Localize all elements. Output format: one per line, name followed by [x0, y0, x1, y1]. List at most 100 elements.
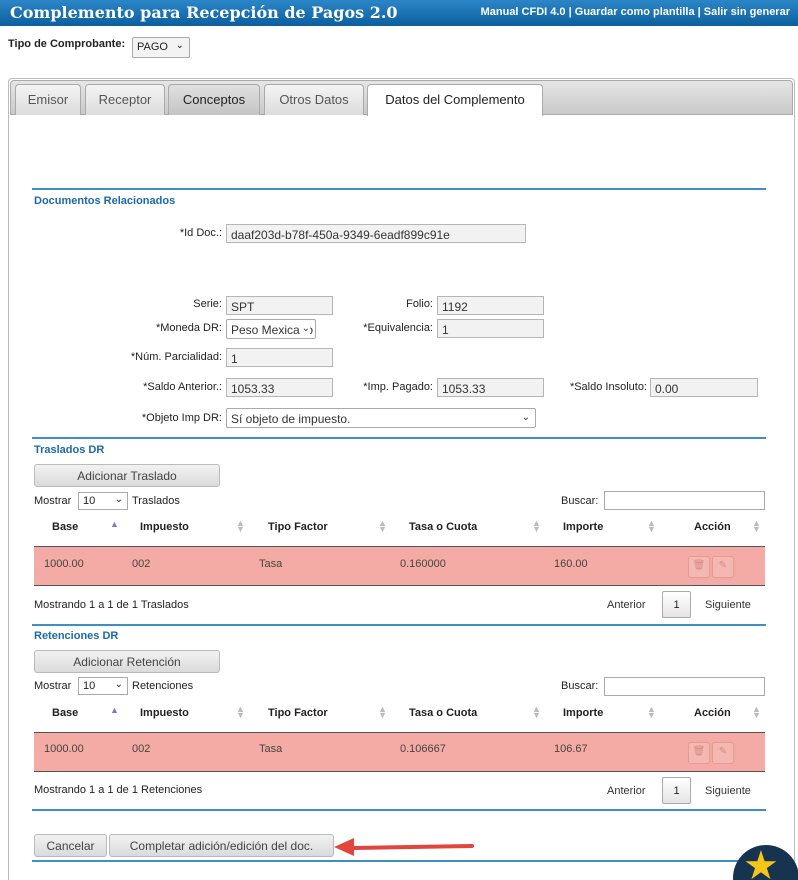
divider — [32, 860, 766, 862]
tab-emisor[interactable]: Emisor — [15, 84, 81, 115]
trash-icon[interactable]: 🗑 — [688, 556, 710, 578]
retenciones-length-select[interactable]: 10 ⌄ — [78, 677, 128, 695]
mostrar-label: Mostrar — [34, 495, 72, 507]
tab-datos-complemento[interactable]: Datos del Complemento — [367, 84, 543, 116]
moneda-select[interactable]: Peso Mexicano ⌄ — [226, 319, 316, 339]
moneda-value: Peso Mexicano — [231, 323, 314, 337]
tipo-label: Tipo de Comprobante: — [8, 38, 126, 50]
cancel-button[interactable]: Cancelar — [34, 834, 107, 857]
equivalencia-field[interactable]: 1 — [437, 319, 544, 338]
next-button[interactable]: Siguiente — [705, 785, 751, 797]
pencil-icon[interactable]: ✎ — [712, 556, 734, 578]
prev-button[interactable]: Anterior — [607, 785, 646, 797]
separator: | — [565, 6, 575, 18]
table-row: 1000.00 002 Tasa 0.160000 160.00 🗑 ✎ — [34, 546, 765, 586]
serie-field[interactable]: SPT — [226, 296, 333, 315]
chevron-down-icon: ⌄ — [519, 412, 530, 423]
retenciones-section-title: Retenciones DR — [34, 630, 119, 642]
parcialidad-label: *Núm. Parcialidad: — [130, 351, 222, 363]
add-traslado-button[interactable]: Adicionar Traslado — [34, 464, 220, 487]
objeto-imp-select[interactable]: Sí objeto de impuesto. ⌄ — [226, 408, 536, 428]
tab-conceptos[interactable]: Conceptos — [168, 84, 260, 115]
retenciones-suffix: Retenciones — [132, 680, 194, 692]
save-template-link[interactable]: Guardar como plantilla — [574, 6, 695, 18]
next-button[interactable]: Siguiente — [705, 599, 751, 611]
tab-otros-datos[interactable]: Otros Datos — [264, 84, 364, 115]
saldo-anterior-field[interactable]: 1053.33 — [226, 378, 333, 397]
col-tasa-cuota[interactable]: Tasa o Cuota — [409, 521, 478, 533]
divider — [32, 188, 766, 190]
cell-impuesto: 002 — [132, 558, 151, 570]
sort-icon: ▲ ▼ — [752, 704, 761, 720]
saldo-insoluto-field[interactable]: 0.00 — [650, 378, 758, 397]
traslados-search-input[interactable] — [604, 491, 765, 510]
cell-base: 1000.00 — [44, 743, 84, 755]
traslados-info: Mostrando 1 a 1 de 1 Traslados — [34, 599, 189, 611]
folio-field[interactable]: 1192 — [437, 296, 544, 315]
retenciones-info: Mostrando 1 a 1 de 1 Retenciones — [34, 784, 203, 796]
cell-tipo: Tasa — [259, 558, 283, 570]
id-doc-field[interactable]: daaf203d-b78f-450a-9349-6eadf899c91e — [226, 224, 526, 243]
col-impuesto[interactable]: Impuesto — [140, 707, 189, 719]
star-icon: ★ — [743, 844, 779, 880]
saldo-anterior-label: *Saldo Anterior.: — [143, 381, 222, 393]
manual-link[interactable]: Manual CFDI 4.0 — [480, 6, 566, 18]
tipo-select[interactable]: PAGO ⌄ — [132, 37, 190, 58]
separator: | — [694, 6, 704, 18]
chevron-down-icon: ⌄ — [114, 679, 123, 690]
sort-icon: ▲ ▼ — [532, 518, 541, 534]
prev-button[interactable]: Anterior — [607, 599, 646, 611]
sort-icon: ▲ ▼ — [378, 518, 387, 534]
cell-tasa: 0.160000 — [400, 558, 446, 570]
page-button[interactable]: 1 — [662, 777, 691, 804]
divider — [32, 809, 766, 811]
col-tipo-factor[interactable]: Tipo Factor — [268, 521, 328, 533]
parcialidad-field[interactable]: 1 — [226, 348, 333, 367]
table-row: 1000.00 002 Tasa 0.106667 106.67 🗑 ✎ — [34, 732, 765, 772]
col-accion: Acción — [694, 707, 731, 719]
col-tasa-cuota[interactable]: Tasa o Cuota — [409, 707, 478, 719]
sort-icon: ▲ ▼ — [752, 518, 761, 534]
cell-tasa: 0.106667 — [400, 743, 446, 755]
serie-label: Serie: — [193, 298, 222, 310]
exit-link[interactable]: Salir sin generar — [703, 6, 790, 18]
pencil-icon[interactable]: ✎ — [712, 742, 734, 764]
traslados-section-title: Traslados DR — [34, 444, 105, 456]
add-retencion-button[interactable]: Adicionar Retención — [34, 650, 220, 673]
retenciones-search-input[interactable] — [604, 677, 765, 696]
buscar-label: Buscar: — [561, 495, 599, 507]
objeto-imp-value: Sí objeto de impuesto. — [231, 412, 351, 426]
buscar-label: Buscar: — [561, 680, 599, 692]
col-base[interactable]: Base — [52, 521, 79, 533]
sort-icon: ▲ ▼ — [236, 518, 245, 534]
cell-impuesto: 002 — [132, 743, 151, 755]
traslados-suffix: Traslados — [132, 495, 180, 507]
equivalencia-label: *Equivalencia: — [363, 322, 433, 334]
sort-icon: ▲ ▼ — [532, 704, 541, 720]
trash-icon[interactable]: 🗑 — [688, 742, 710, 764]
sort-icon: ▲ ▼ — [647, 518, 656, 534]
annotation-arrow-head — [334, 838, 354, 856]
col-base[interactable]: Base — [52, 707, 79, 719]
id-doc-label: *Id Doc.: — [179, 227, 222, 239]
app-header: Complemento para Recepción de Pagos 2.0 … — [0, 0, 798, 26]
imp-pagado-label: *Imp. Pagado: — [363, 381, 433, 393]
col-importe[interactable]: Importe — [563, 707, 604, 719]
chevron-down-icon: ⌄ — [299, 323, 310, 334]
complete-button[interactable]: Completar adición/edición del doc. — [109, 834, 334, 857]
sort-icon: ▲ ▼ — [236, 704, 245, 720]
sort-icon: ▲ ▼ — [378, 704, 387, 720]
imp-pagado-field[interactable]: 1053.33 — [437, 378, 544, 397]
moneda-label: *Moneda DR: — [155, 322, 222, 334]
col-tipo-factor[interactable]: Tipo Factor — [268, 707, 328, 719]
col-impuesto[interactable]: Impuesto — [140, 521, 189, 533]
col-importe[interactable]: Importe — [563, 521, 604, 533]
page-button[interactable]: 1 — [662, 591, 691, 618]
main-panel — [8, 78, 795, 880]
mostrar-label: Mostrar — [34, 680, 72, 692]
traslados-length-select[interactable]: 10 ⌄ — [78, 492, 128, 510]
chevron-down-icon: ⌄ — [114, 494, 123, 505]
folio-label: Folio: — [406, 298, 433, 310]
tab-receptor[interactable]: Receptor — [85, 84, 165, 115]
cell-importe: 160.00 — [554, 558, 588, 570]
